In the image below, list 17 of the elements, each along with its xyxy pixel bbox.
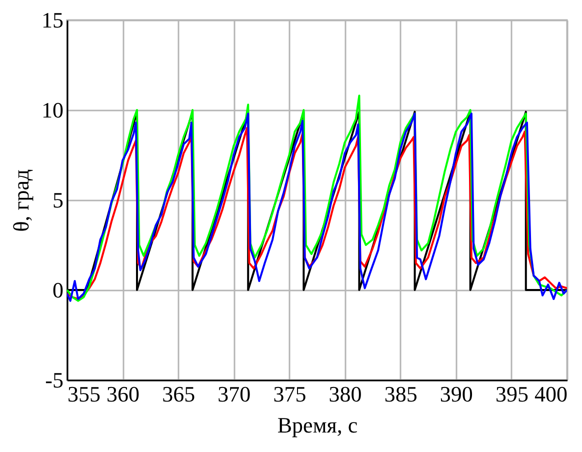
x-tick-label: 355 — [68, 382, 100, 406]
x-axis-title: Время, с — [277, 412, 358, 438]
y-tick-label: 15 — [42, 8, 64, 32]
x-tick-label: 395 — [495, 382, 528, 406]
y-tick-label: 5 — [52, 188, 64, 212]
y-tick-label: 0 — [52, 278, 64, 302]
x-tick-label: 360 — [106, 382, 140, 406]
x-tick-label: 400 — [534, 382, 568, 406]
x-tick-label: 365 — [162, 382, 196, 406]
x-tick-label: 385 — [384, 382, 418, 406]
y-tick-label: -5 — [45, 368, 64, 392]
x-tick-label: 390 — [440, 382, 473, 406]
y-axis-title: θ, град — [8, 169, 34, 232]
y-tick-label: 10 — [42, 98, 64, 122]
x-tick-label: 375 — [273, 382, 306, 406]
x-tick-label: 380 — [328, 382, 362, 406]
x-tick-label: 370 — [218, 382, 251, 406]
